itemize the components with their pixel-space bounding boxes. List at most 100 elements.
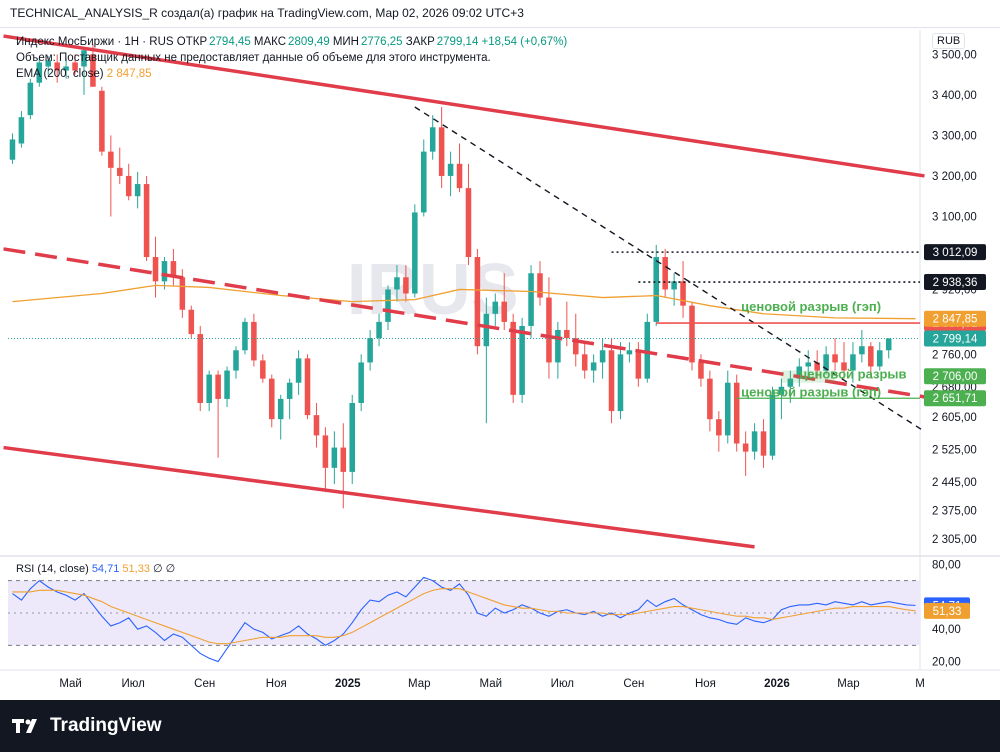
candle-up [528,273,534,326]
candle-up [134,184,141,197]
volume-note: Объем: Поставщик данных не предоставляет… [16,52,491,64]
candle-down [251,321,257,361]
candle-up [859,346,865,355]
candle-down [54,62,60,71]
candle-down [760,431,767,456]
hide-indicator-icon-2[interactable]: ∅ [165,563,176,575]
candle-down [304,358,311,416]
rsi-tick-label: 80,00 [932,559,961,571]
candle-up [81,50,87,67]
candle-down [90,54,96,87]
candle-down [188,309,195,335]
candle-down [564,330,570,339]
time-tick-label: Май [480,678,503,690]
time-tick-label: Сен [623,678,644,690]
candle-up [724,382,731,436]
ema-legend[interactable]: EMA (200, close) 2 847,85 [16,66,567,82]
price-tag [924,244,986,261]
candle-up [492,301,499,314]
candle-up [420,151,427,213]
legend-ohlc: Индекс МосБиржи · 1H · RUS ОТКР 2794,45 М… [16,34,567,50]
price-tick-label: 2 525,00 [932,445,977,457]
candle-down [125,175,132,197]
chart-header: TECHNICAL_ANALYSIS_R создал(а) график на… [0,0,1000,28]
price-tag-label: 2 651,71 [933,393,978,405]
candle-down [403,277,409,294]
close-value: 2799,14 [436,36,479,48]
time-tick-label: Мар [408,678,431,690]
time-tick-label: Май [59,678,82,690]
price-tick-label: 3 500,00 [932,49,977,61]
candle-down [340,447,347,472]
candle-down [546,297,552,363]
candle-down [99,90,105,152]
candle-up [63,66,69,71]
candle-down [456,163,463,189]
time-tick-label: Июл [551,678,574,690]
candle-down [313,415,320,436]
candle-up [385,289,391,322]
footer-brand[interactable]: TradingView [50,715,162,736]
candle-up [876,350,883,367]
candle-up [787,378,794,387]
candle-up [286,382,293,399]
candle-up [599,350,606,363]
candle-up [331,447,338,468]
candle-up [224,370,230,399]
candle-up [447,163,454,176]
candle-down [116,167,123,176]
price-tag-label: 2 938,36 [933,277,978,289]
candle-up [429,127,436,152]
price-tick-label: 2 445,00 [932,477,977,489]
price-tag [924,390,986,407]
price-tag-label: 3 012,09 [933,247,978,259]
price-tick-label: 3 100,00 [932,211,977,223]
candle-down [537,273,543,298]
rsi-legend[interactable]: RSI (14, close) 54,71 51,33 ∅ ∅ [16,562,175,575]
candle-up [349,402,356,472]
chart-title: TECHNICAL_ANALYSIS_R создал(а) график на… [10,6,524,20]
currency-badge[interactable]: RUB [932,33,966,49]
tradingview-logo-icon [12,719,37,733]
candle-up [295,358,302,383]
candle-down [260,360,266,379]
candle-down [581,354,588,371]
candle-down [501,301,508,322]
ema-200-line [12,284,916,320]
candle-down [868,346,874,367]
candle-up [18,117,25,144]
candle-up [850,354,856,371]
symbol-name[interactable]: Индекс МосБиржи · 1H · RUS [16,36,174,48]
candle-down [170,261,177,278]
price-tag [924,330,986,347]
rsi-line [12,576,916,663]
candle-up [233,350,239,371]
price-chart[interactable]: IRUS ценовой разрыв (гэп)ценовой разрывц… [0,0,1000,700]
candle-up [394,277,400,290]
time-tick-label: Мар [837,678,860,690]
candle-up [644,321,651,379]
candle-up [823,354,829,371]
time-tick-label: 2025 [335,678,361,690]
candle-down [733,382,740,444]
candle-down [322,435,329,468]
high-label: МАКС [253,36,287,48]
high-value: 2809,49 [288,36,330,48]
candle-down [197,334,204,403]
time-tick-label: М [915,678,925,690]
hide-indicator-icon[interactable]: ∅ [153,563,163,575]
candle-up [242,321,248,351]
rsi-value: 54,71 [91,563,120,575]
price-tick-label: 2 605,00 [932,412,977,424]
rsi-value-tag [924,602,970,619]
price-tag-label: 2 799,14 [933,333,978,345]
candle-up [555,330,561,363]
price-tag-label: 2 706,00 [933,371,978,383]
price-tag [924,274,986,291]
price-tag [924,368,986,385]
downtrend-line [414,106,925,432]
ema-value: 2 847,85 [106,68,152,80]
candle-down [179,277,186,310]
gap-annotation: ценовой разрыв (гэп) [741,299,881,314]
open-value: 2794,45 [209,36,251,48]
